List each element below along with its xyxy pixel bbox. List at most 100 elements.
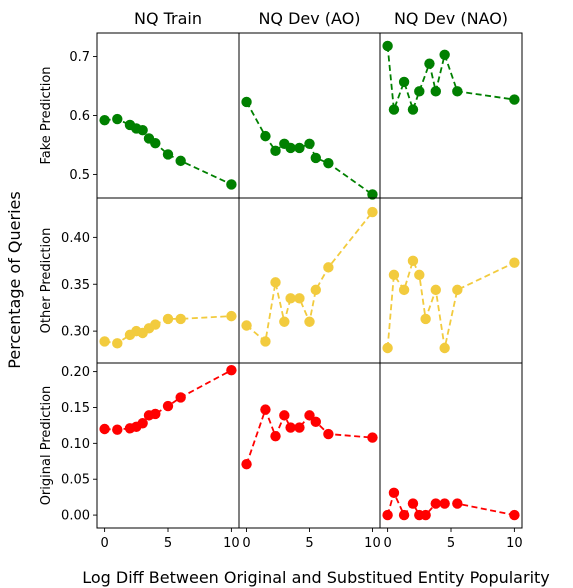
data-point xyxy=(398,284,410,296)
y-tick-label: 0.40 xyxy=(61,231,90,246)
y-tick-label: 0.30 xyxy=(61,325,90,340)
data-point xyxy=(112,424,123,435)
series-line xyxy=(104,118,232,186)
panels-group: Fake Prediction 0.5 0.6 0.7 NQ Train NQ Dev (… xyxy=(39,9,523,551)
data-point xyxy=(112,338,123,349)
series-line xyxy=(104,315,232,345)
data-point xyxy=(294,293,305,304)
data-point xyxy=(294,142,305,154)
data-point xyxy=(398,76,410,88)
x-tick-label: 5 xyxy=(447,536,455,551)
data-point xyxy=(279,410,290,421)
data-point xyxy=(310,416,321,428)
data-point xyxy=(260,130,271,142)
x-axis-label: Log Diff Between Original and Substitued… xyxy=(82,568,550,587)
data-point xyxy=(414,269,425,281)
data-point xyxy=(270,145,281,157)
data-point xyxy=(162,400,174,412)
data-point xyxy=(367,206,378,218)
data-point xyxy=(382,509,393,521)
data-point xyxy=(323,262,334,273)
data-point xyxy=(310,284,321,296)
data-point xyxy=(509,257,520,268)
x-tick-label: 10 xyxy=(506,536,523,551)
data-point xyxy=(509,94,520,105)
x-tick-label: 0 xyxy=(100,536,108,551)
data-point xyxy=(112,113,123,125)
data-point xyxy=(439,49,450,61)
data-point xyxy=(226,364,237,376)
y-tick-label: 0.20 xyxy=(61,365,90,380)
data-point xyxy=(226,179,237,190)
x-tick-label: 0 xyxy=(383,536,391,551)
data-point xyxy=(150,408,161,420)
data-point xyxy=(388,487,400,499)
data-point xyxy=(285,293,296,304)
y-tick-label: 0.05 xyxy=(61,473,90,488)
data-point xyxy=(323,158,334,169)
column-title: NQ Train xyxy=(134,9,202,28)
x-tick-label: 10 xyxy=(364,536,381,551)
data-point xyxy=(424,58,435,69)
data-point xyxy=(407,255,419,267)
row-label: Original Prediction xyxy=(39,386,54,506)
panel-frame xyxy=(379,362,523,529)
data-point xyxy=(241,96,252,108)
data-point xyxy=(304,410,315,421)
data-point xyxy=(285,142,296,154)
data-point xyxy=(260,404,271,415)
data-point xyxy=(439,342,450,354)
x-tick-label: 0 xyxy=(242,536,250,551)
data-point xyxy=(430,284,441,296)
y-tick-label: 0.10 xyxy=(61,437,90,452)
y-tick-label: 0.7 xyxy=(69,50,90,65)
data-point xyxy=(398,509,410,521)
data-point xyxy=(388,104,400,115)
data-point xyxy=(241,458,252,470)
x-tick-label: 5 xyxy=(164,536,172,551)
data-point xyxy=(99,423,110,435)
y-tick-label: 0.35 xyxy=(61,278,90,293)
y-tick-label: 0.5 xyxy=(69,168,90,183)
data-point xyxy=(175,155,186,167)
data-point xyxy=(162,149,174,160)
column-title: NQ Dev (AO) xyxy=(258,9,360,28)
data-point xyxy=(226,310,237,322)
data-point xyxy=(294,422,305,433)
data-point xyxy=(430,86,441,97)
row-label: Other Prediction xyxy=(39,228,54,334)
data-point xyxy=(323,428,334,440)
y-tick-label: 0.15 xyxy=(61,401,90,416)
data-point xyxy=(367,432,378,443)
series-line xyxy=(386,45,515,113)
data-point xyxy=(382,342,393,354)
data-point xyxy=(150,319,161,330)
data-point xyxy=(270,277,281,288)
data-point xyxy=(407,104,419,115)
y-axis-label: Percentage of Queries xyxy=(5,191,24,368)
data-point xyxy=(304,316,315,327)
data-point xyxy=(420,509,431,521)
data-point xyxy=(439,498,450,509)
data-point xyxy=(388,269,400,281)
data-point xyxy=(175,313,186,325)
data-point xyxy=(99,336,110,347)
x-tick-label: 5 xyxy=(305,536,313,551)
x-tick-label: 10 xyxy=(223,536,240,551)
data-point xyxy=(137,125,148,136)
data-point xyxy=(407,498,419,509)
data-point xyxy=(175,392,186,403)
data-point xyxy=(382,40,393,52)
row-label: Fake Prediction xyxy=(39,66,54,164)
data-point xyxy=(241,320,252,331)
data-point xyxy=(137,418,148,429)
data-point xyxy=(367,189,378,200)
data-point xyxy=(509,509,520,521)
data-point xyxy=(430,498,441,509)
data-point xyxy=(279,316,290,327)
column-title: NQ Dev (NAO) xyxy=(394,9,508,28)
data-point xyxy=(150,137,161,149)
data-point xyxy=(285,422,296,433)
data-point xyxy=(420,313,431,325)
